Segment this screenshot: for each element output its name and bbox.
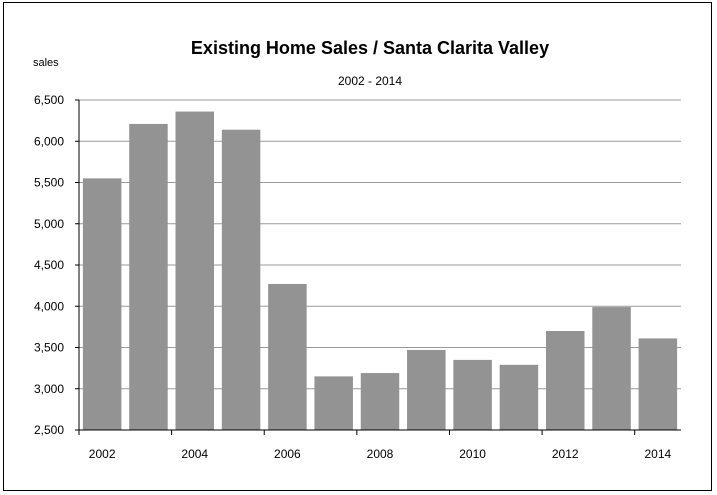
x-tick-label: 2004 <box>181 447 208 461</box>
y-tick-labels: 2,500 3,000 3,500 4,000 4,500 5,000 5,500 6,000… <box>34 93 64 437</box>
y-tick-label: 6,000 <box>34 134 64 148</box>
x-tick-labels: 2002 2004 2006 2008 2010 2012 2014 <box>89 447 672 461</box>
x-tick-label: 2002 <box>89 447 116 461</box>
bar-2009 <box>407 349 446 430</box>
bar-2013 <box>592 307 631 430</box>
chart-title: Existing Home Sales / Santa Clarita Vall… <box>191 38 549 58</box>
bar-2007 <box>314 376 353 430</box>
bar-2010 <box>453 359 492 430</box>
y-axis-label: sales <box>33 57 59 69</box>
bar-2011 <box>499 364 539 430</box>
x-tick-label: 2008 <box>367 447 394 461</box>
bar-2005 <box>221 129 261 430</box>
y-tick-label: 4,000 <box>34 299 64 313</box>
bar-2012 <box>545 331 585 430</box>
x-tick-label: 2010 <box>459 447 486 461</box>
x-tick-label: 2006 <box>274 447 301 461</box>
y-tick-label: 4,500 <box>34 258 64 272</box>
chart-subtitle: 2002 - 2014 <box>338 74 402 88</box>
bar-2006 <box>268 283 307 430</box>
gridlines <box>79 99 681 390</box>
bar-2003 <box>129 123 168 431</box>
y-tick-label: 5,000 <box>34 217 64 231</box>
axes <box>75 99 681 435</box>
bars <box>82 111 678 431</box>
x-tick-label: 2014 <box>644 447 671 461</box>
bar-2004 <box>175 111 215 431</box>
x-tick-label: 2012 <box>552 447 579 461</box>
bar-2008 <box>360 373 400 430</box>
y-tick-label: 3,000 <box>34 382 64 396</box>
bar-2002 <box>82 178 122 430</box>
y-tick-label: 3,500 <box>34 341 64 355</box>
y-tick-label: 6,500 <box>34 93 64 107</box>
bar-2014 <box>638 338 678 430</box>
y-tick-label: 5,500 <box>34 176 64 190</box>
y-tick-label: 2,500 <box>34 423 64 437</box>
